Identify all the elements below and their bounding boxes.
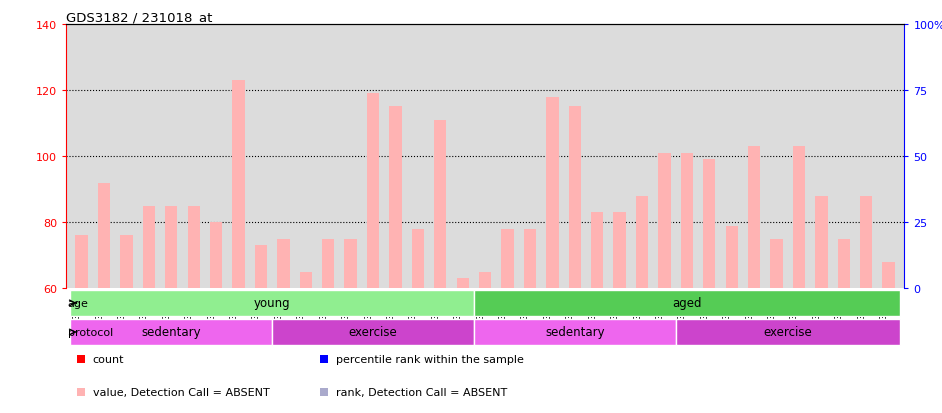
Bar bbox=[389, 107, 401, 289]
Bar bbox=[569, 107, 581, 289]
Bar bbox=[322, 239, 334, 289]
Text: GDS3182 / 231018_at: GDS3182 / 231018_at bbox=[66, 11, 212, 24]
Bar bbox=[658, 153, 671, 289]
Bar bbox=[771, 239, 783, 289]
Text: age: age bbox=[68, 298, 89, 308]
Bar bbox=[725, 226, 738, 289]
Bar bbox=[121, 236, 133, 289]
Bar bbox=[71, 290, 474, 316]
Bar bbox=[272, 319, 474, 345]
Text: aged: aged bbox=[673, 297, 702, 310]
Bar bbox=[479, 272, 492, 289]
Bar bbox=[366, 94, 380, 289]
Bar bbox=[254, 246, 268, 289]
Bar bbox=[187, 206, 200, 289]
Bar bbox=[613, 213, 625, 289]
Bar bbox=[837, 239, 850, 289]
Bar bbox=[524, 229, 536, 289]
Text: protocol: protocol bbox=[68, 327, 113, 337]
Text: sedentary: sedentary bbox=[545, 326, 605, 339]
Bar bbox=[434, 121, 447, 289]
Bar bbox=[474, 319, 675, 345]
Text: count: count bbox=[92, 354, 124, 364]
Bar bbox=[591, 213, 604, 289]
Bar bbox=[681, 153, 693, 289]
Text: sedentary: sedentary bbox=[141, 326, 201, 339]
Bar bbox=[412, 229, 424, 289]
Bar bbox=[546, 97, 559, 289]
Bar bbox=[98, 183, 110, 289]
Text: young: young bbox=[253, 297, 290, 310]
Bar bbox=[210, 223, 222, 289]
Bar bbox=[748, 147, 760, 289]
Bar bbox=[143, 206, 155, 289]
Bar bbox=[860, 196, 872, 289]
Bar bbox=[793, 147, 805, 289]
Bar bbox=[883, 262, 895, 289]
Text: value, Detection Call = ABSENT: value, Detection Call = ABSENT bbox=[92, 387, 269, 397]
Text: percentile rank within the sample: percentile rank within the sample bbox=[336, 354, 524, 364]
Text: exercise: exercise bbox=[763, 326, 812, 339]
Text: exercise: exercise bbox=[349, 326, 398, 339]
Bar bbox=[636, 196, 648, 289]
Bar bbox=[71, 319, 272, 345]
Bar bbox=[675, 319, 900, 345]
Text: rank, Detection Call = ABSENT: rank, Detection Call = ABSENT bbox=[336, 387, 507, 397]
Bar bbox=[703, 160, 716, 289]
Bar bbox=[300, 272, 312, 289]
Bar bbox=[345, 239, 357, 289]
Bar bbox=[474, 290, 900, 316]
Bar bbox=[815, 196, 827, 289]
Bar bbox=[165, 206, 177, 289]
Bar bbox=[277, 239, 289, 289]
Bar bbox=[501, 229, 513, 289]
Bar bbox=[75, 236, 88, 289]
Bar bbox=[233, 81, 245, 289]
Bar bbox=[457, 279, 469, 289]
